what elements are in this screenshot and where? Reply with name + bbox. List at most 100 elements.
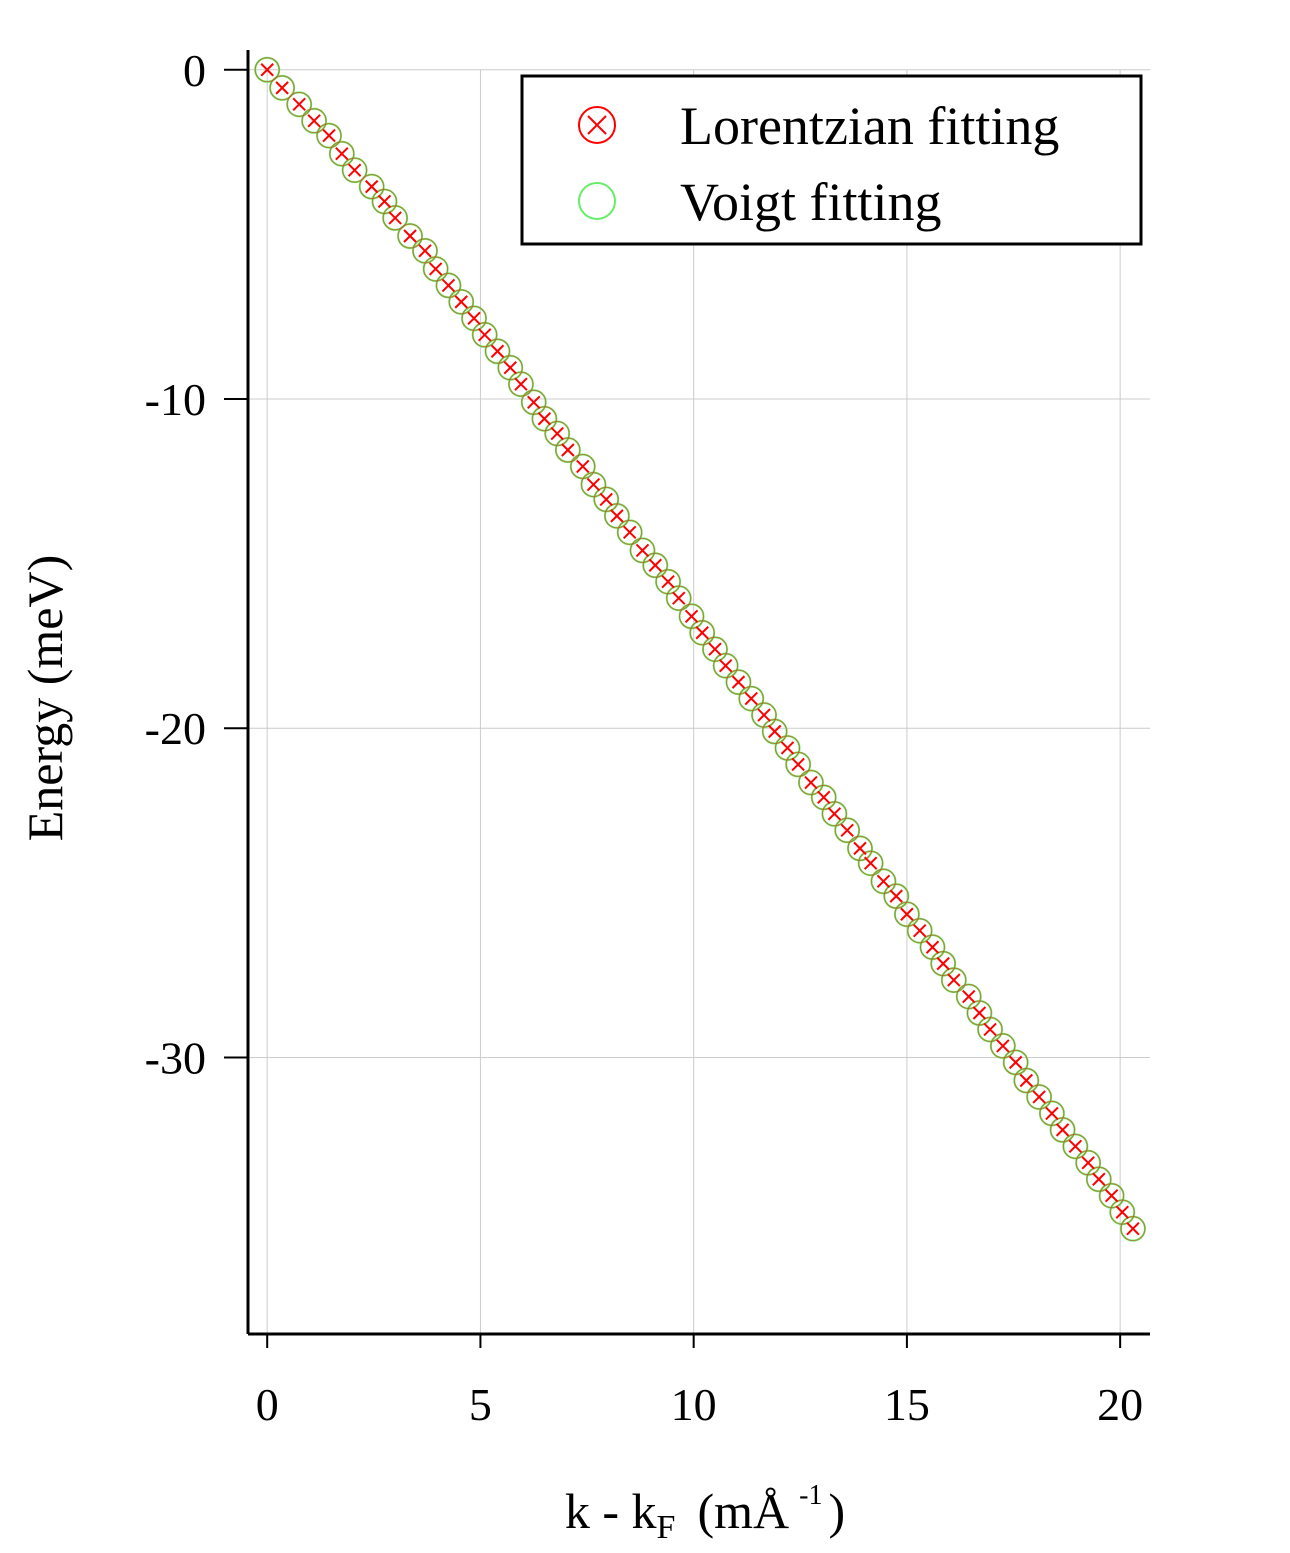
lorentzian-point (484, 338, 510, 364)
lorentzian-point (521, 389, 547, 415)
lorentzian-point-cross (477, 328, 492, 342)
lorentzian-point-ring (435, 272, 461, 298)
x-axis-title-subscript: F (657, 1509, 676, 1546)
lorentzian-point (689, 620, 715, 646)
lorentzian-point (762, 719, 788, 745)
y-tick-label: 0 (183, 45, 206, 96)
voigt-point (870, 868, 897, 895)
voigt-point (269, 74, 296, 101)
lorentzian-point-ring (894, 901, 920, 927)
legend-marker-voigt (578, 182, 616, 220)
lorentzian-point (894, 901, 920, 927)
lorentzian-point-ring (883, 883, 909, 909)
lorentzian-point (798, 770, 824, 796)
lorentzian-point (883, 883, 909, 909)
lorentzian-point-cross (863, 856, 878, 870)
voigt-point (725, 669, 752, 696)
lorentzian-point-ring (1013, 1067, 1039, 1093)
lorentzian-point (1013, 1067, 1039, 1093)
voigt-point (484, 338, 511, 365)
voigt-point (301, 107, 328, 134)
lorentzian-point-ring (1120, 1216, 1146, 1242)
lorentzian-point-cross (388, 211, 402, 225)
lorentzian-point-ring (1099, 1183, 1125, 1209)
lorentzian-point-cross (925, 940, 940, 954)
lorentzian-point-ring (329, 141, 355, 167)
x-axis-title-main: k - k (565, 1483, 657, 1539)
voigt-point (531, 405, 558, 432)
series-voigt (254, 56, 1146, 1242)
lorentzian-point (919, 934, 945, 960)
lorentzian-point-ring (544, 421, 570, 447)
lorentzian-point-ring (1086, 1166, 1112, 1192)
series-lorentzian (254, 57, 1146, 1242)
lorentzian-point (1099, 1183, 1125, 1209)
lorentzian-point-cross (428, 262, 443, 276)
lorentzian-point-cross (840, 823, 854, 837)
voigt-point (435, 272, 462, 299)
lorentzian-point-cross (454, 295, 468, 309)
lorentzian-point (371, 188, 397, 214)
lorentzian-point (461, 305, 487, 331)
lorentzian-point-cross (441, 278, 456, 293)
lorentzian-point-cross (622, 525, 637, 540)
lorentzian-point-cross (586, 477, 601, 492)
lorentzian-point-cross (695, 626, 709, 640)
lorentzian-point-ring (359, 174, 385, 200)
lorentzian-point-ring (472, 322, 498, 348)
lorentzian-point (774, 735, 800, 761)
lorentzian-point (847, 835, 873, 861)
lorentzian-point-ring (1062, 1133, 1088, 1159)
voigt-point (834, 817, 861, 844)
lorentzian-point-ring (1026, 1084, 1052, 1110)
lorentzian-point-ring (269, 75, 295, 101)
lorentzian-point (359, 174, 385, 200)
lorentzian-point (738, 686, 764, 712)
voigt-point (629, 537, 656, 564)
lorentzian-point (412, 238, 438, 264)
voigt-point (1119, 1215, 1146, 1242)
lorentzian-point-ring (821, 801, 847, 827)
voigt-point (857, 850, 884, 877)
lorentzian-point-ring (907, 918, 933, 944)
lorentzian-point-ring (785, 751, 811, 777)
lorentzian-point-cross (1019, 1073, 1034, 1088)
lorentzian-point-cross (1081, 1156, 1095, 1170)
voigt-point (821, 800, 848, 827)
lorentzian-point (907, 918, 933, 944)
legend-marker-lorentzian (578, 106, 616, 144)
lorentzian-point-cross (275, 81, 289, 95)
lorentzian-point-cross (900, 907, 914, 921)
lorentzian-point-cross (576, 459, 590, 474)
lorentzian-point-ring (941, 967, 967, 993)
lorentzian-point (286, 91, 312, 117)
lorentzian-point (811, 784, 837, 810)
lorentzian-point (435, 272, 461, 298)
lorentzian-point-cross (403, 229, 417, 243)
lorentzian-point-cross (889, 889, 903, 903)
voigt-point (554, 437, 581, 464)
lorentzian-point-cross (260, 63, 274, 77)
lorentzian-point-cross (962, 989, 976, 1004)
lorentzian-point-ring (570, 453, 596, 479)
lorentzian-point-ring (286, 91, 312, 117)
voigt-point (989, 1032, 1016, 1059)
y-axis-title: Energy (meV) (17, 555, 73, 841)
lorentzian-point-cross (418, 244, 432, 258)
lorentzian-point-ring (956, 984, 982, 1010)
lorentzian-point-ring (254, 57, 280, 83)
lorentzian-point (642, 552, 668, 578)
voigt-point (642, 552, 669, 579)
lorentzian-point-ring (713, 653, 739, 679)
lorentzian-point-cross (527, 395, 541, 409)
lorentzian-point (821, 801, 847, 827)
lorentzian-point-cross (853, 841, 867, 856)
lorentzian-point (316, 123, 342, 149)
lorentzian-point (725, 669, 751, 695)
lorentzian-point-cross (718, 658, 733, 673)
lorentzian-point-ring (1075, 1150, 1101, 1176)
lorentzian-point-cross (648, 558, 662, 572)
voigt-point (1049, 1116, 1076, 1143)
lorentzian-point (941, 967, 967, 993)
lorentzian-point (423, 256, 449, 282)
